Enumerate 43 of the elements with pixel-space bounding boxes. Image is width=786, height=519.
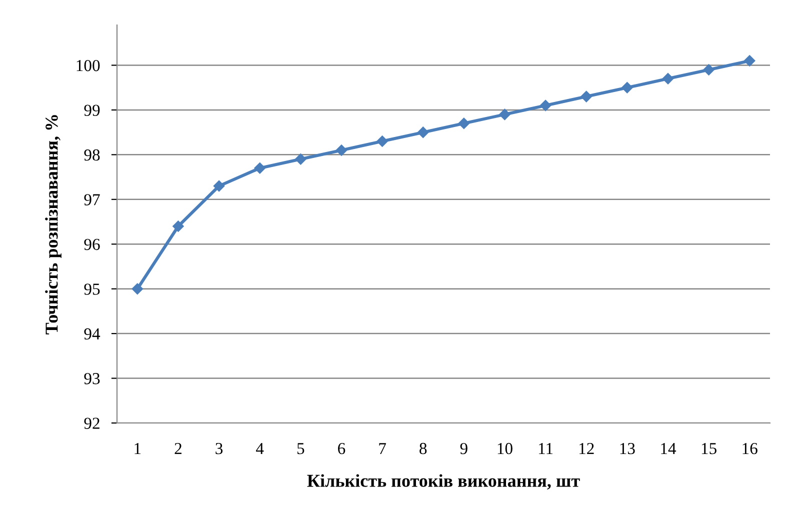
x-tick-label: 7 (379, 443, 386, 454)
point (458, 118, 470, 129)
x-tick-label: 13 (620, 442, 635, 454)
x-axis-title: Кількість потоків виконання, шт (307, 474, 580, 490)
y-tick-label: 100 (76, 60, 100, 72)
y-tick-label: 92 (84, 418, 100, 429)
x-tick-label: 8 (420, 442, 427, 454)
point (132, 283, 144, 294)
point (254, 162, 266, 174)
point (540, 100, 552, 112)
point (622, 82, 633, 94)
x-tick-label: 9 (460, 442, 468, 454)
y-tick-label: 96 (84, 238, 100, 250)
point (295, 154, 306, 165)
y-tick-label: 99 (84, 104, 100, 116)
x-tick-label: 4 (256, 443, 264, 454)
x-tick-label: 16 (742, 442, 758, 454)
x-tick-label: 5 (297, 443, 304, 454)
point (213, 180, 225, 192)
point (662, 73, 674, 84)
x-tick-label: 3 (216, 442, 223, 454)
point (376, 136, 388, 147)
point (703, 64, 714, 76)
y-axis-title: Точність розпізнавання, % (45, 115, 62, 334)
x-tick-label: 1 (134, 443, 141, 454)
y-tick-label: 95 (84, 284, 100, 295)
y-tick-label: 94 (84, 328, 100, 340)
x-tick-label: 12 (579, 442, 594, 454)
x-tick-label: 10 (498, 442, 512, 454)
x-tick-label: 2 (174, 442, 182, 454)
point (336, 144, 348, 156)
x-tick-label: 15 (702, 443, 716, 454)
x-tick-label: 14 (661, 443, 676, 454)
point (417, 126, 429, 138)
y-tick-label: 97 (84, 194, 100, 206)
x-tick-label: 6 (338, 442, 346, 454)
point (580, 90, 592, 102)
point (499, 108, 510, 120)
y-tick-label: 98 (84, 149, 100, 161)
point (172, 220, 184, 232)
point (744, 55, 756, 66)
y-tick-label: 93 (84, 373, 100, 384)
x-tick-label: 11 (538, 443, 553, 454)
